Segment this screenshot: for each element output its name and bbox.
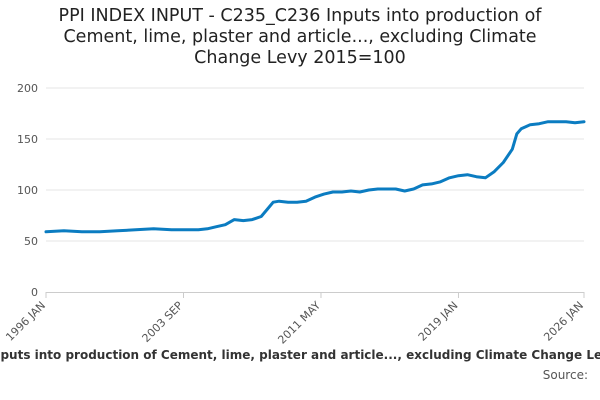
x-tick-label: 2011 MAY bbox=[275, 299, 323, 347]
y-axis-tick-labels: 0 50 100 150 200 bbox=[17, 82, 38, 299]
x-tick-label: 2026 JAN bbox=[541, 299, 586, 344]
chart-title-line-2: Cement, lime, plaster and article..., ex… bbox=[63, 27, 537, 47]
series-group bbox=[44, 120, 586, 234]
y-tick-label: 200 bbox=[17, 82, 38, 95]
chart-title-line-3: Change Levy 2015=100 bbox=[194, 48, 406, 68]
chart-title-line-1: PPI INDEX INPUT - C235_C236 Inputs into … bbox=[58, 6, 542, 26]
x-tick-label: 2019 JAN bbox=[416, 299, 461, 344]
chart-title: PPI INDEX INPUT - C235_C236 Inputs into … bbox=[0, 6, 600, 69]
x-tick-label: 2003 SEP bbox=[140, 299, 186, 345]
y-tick-label: 50 bbox=[24, 235, 38, 248]
y-tick-label: 100 bbox=[17, 184, 38, 197]
y-tick-label: 150 bbox=[17, 133, 38, 146]
series-line[interactable] bbox=[44, 120, 586, 234]
grid-lines bbox=[46, 87, 584, 242]
legend-entry[interactable]: C235_C236 Inputs into production of Ceme… bbox=[0, 348, 600, 362]
legend[interactable]: C235_C236 Inputs into production of Ceme… bbox=[0, 348, 600, 368]
x-tick-label: 1996 JAN bbox=[3, 299, 48, 344]
x-axis-tick-labels: 1996 JAN 2003 SEP 2011 MAY 2019 JAN 2026 JAN bbox=[3, 292, 586, 347]
source-label: Source: bbox=[542, 368, 588, 382]
y-tick-label: 0 bbox=[31, 286, 38, 299]
